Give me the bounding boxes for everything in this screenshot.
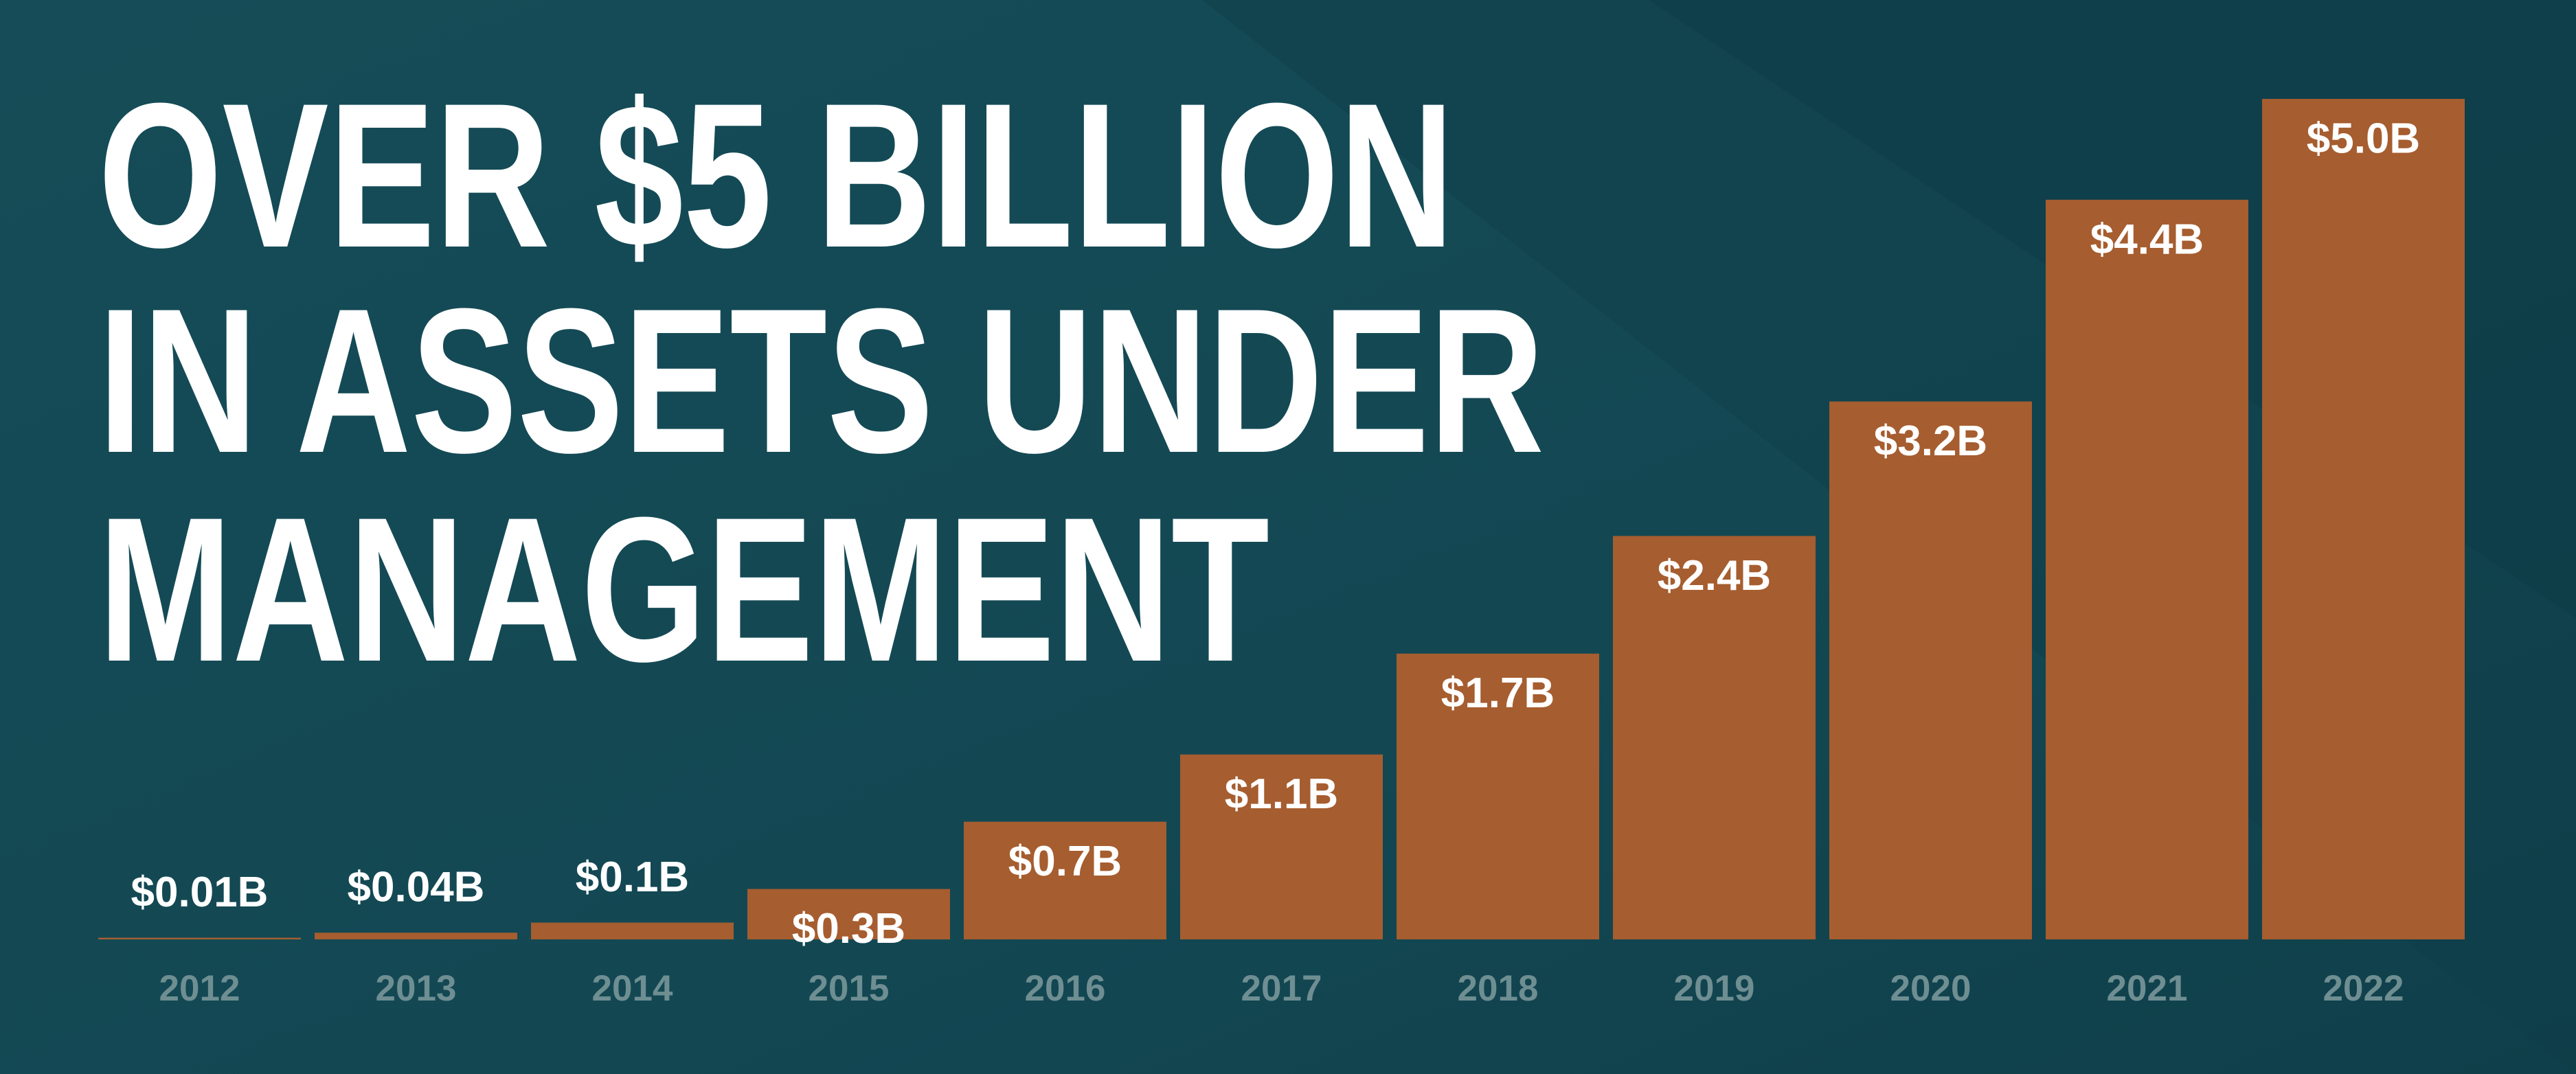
value-label: $2.4B xyxy=(1658,552,1771,599)
x-tick-label: 2012 xyxy=(159,968,240,1009)
bar xyxy=(531,922,734,939)
bar xyxy=(315,933,517,939)
value-label: $4.4B xyxy=(2090,216,2204,263)
bar xyxy=(1829,401,2032,939)
bar xyxy=(1613,536,1816,939)
x-tick-label: 2022 xyxy=(2323,968,2404,1009)
value-label: $0.7B xyxy=(1008,838,1122,885)
bar xyxy=(98,937,301,939)
value-label: $0.1B xyxy=(576,854,689,901)
bar xyxy=(747,889,950,939)
value-label: $1.7B xyxy=(1441,670,1555,717)
x-tick-label: 2014 xyxy=(592,968,673,1009)
x-tick-label: 2017 xyxy=(1241,968,1322,1009)
x-tick-label: 2021 xyxy=(2107,968,2188,1009)
bar xyxy=(1397,653,1599,939)
value-label: $5.0B xyxy=(2307,115,2420,162)
x-tick-label: 2019 xyxy=(1674,968,1755,1009)
bar xyxy=(1180,754,1383,939)
chart-title: IN ASSETS UNDER xyxy=(98,265,1544,496)
value-label: $0.3B xyxy=(792,905,905,952)
chart-title: OVER $5 BILLION xyxy=(98,60,1454,290)
chart-title: MANAGEMENT xyxy=(98,474,1269,705)
value-label: $0.04B xyxy=(348,864,485,911)
x-tick-label: 2016 xyxy=(1025,968,1106,1009)
x-tick-label: 2013 xyxy=(376,968,457,1009)
x-tick-label: 2018 xyxy=(1458,968,1539,1009)
bar xyxy=(2046,199,2248,939)
bar xyxy=(2262,99,2465,939)
bar xyxy=(964,821,1166,939)
value-label: $1.1B xyxy=(1225,770,1338,818)
x-tick-label: 2015 xyxy=(809,968,890,1009)
x-tick-label: 2020 xyxy=(1890,968,1971,1009)
value-label: $0.01B xyxy=(131,869,269,916)
value-label: $3.2B xyxy=(1874,418,1987,465)
